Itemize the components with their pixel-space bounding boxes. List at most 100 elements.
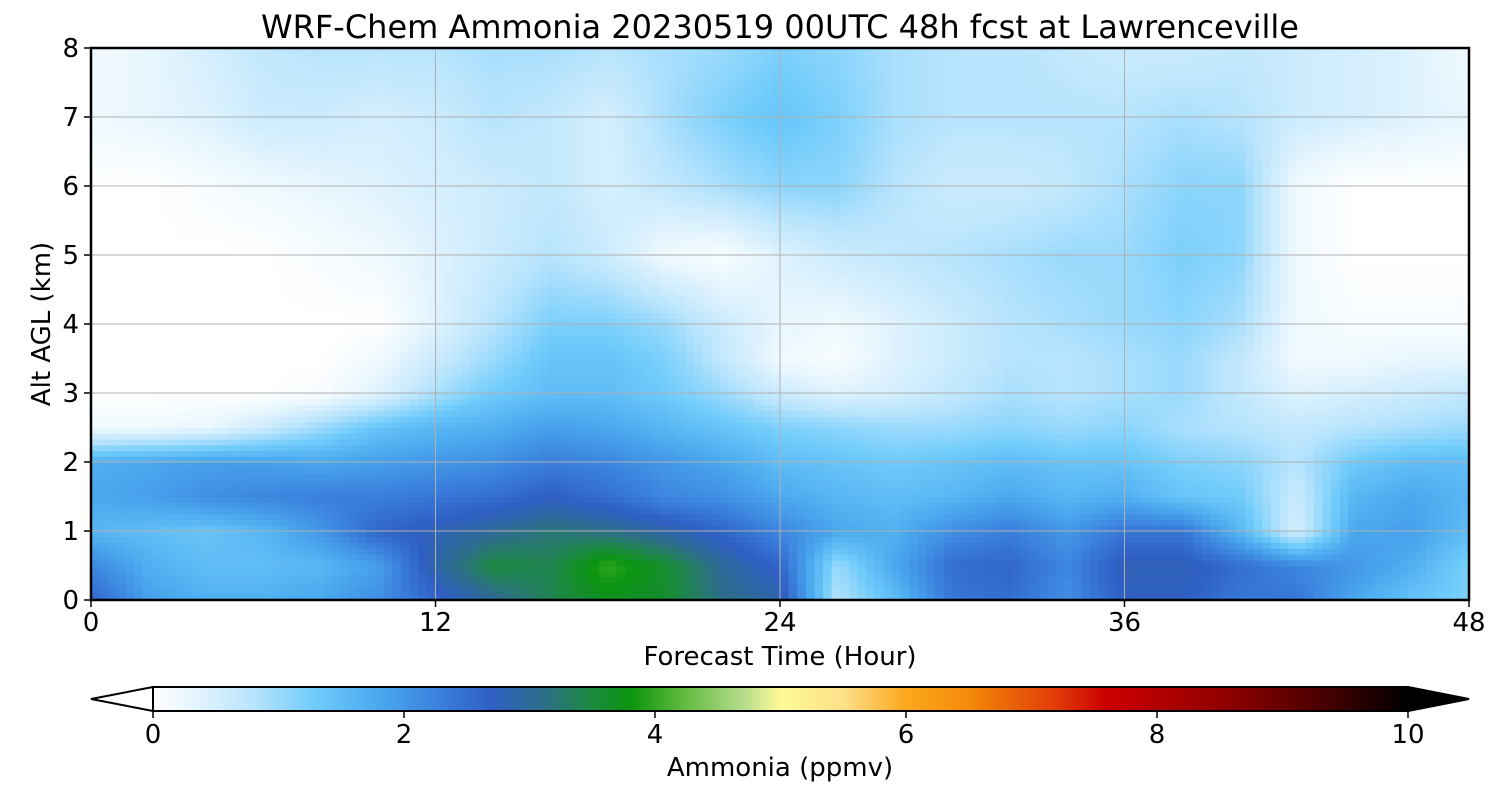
heatmap-cell — [401, 582, 411, 590]
heatmap-cell — [1184, 559, 1194, 567]
heatmap-cell — [676, 548, 686, 555]
heatmap-cell — [211, 548, 221, 555]
heatmap-cell — [366, 439, 376, 446]
heatmap-cell — [1038, 485, 1048, 492]
heatmap-cell — [513, 525, 523, 532]
heatmap-cell — [1150, 513, 1160, 521]
heatmap-cell — [340, 588, 350, 595]
heatmap-cell — [668, 559, 678, 567]
heatmap-cell — [1064, 554, 1074, 561]
heatmap-cell — [1141, 490, 1151, 498]
heatmap-cell — [1029, 559, 1039, 567]
heatmap-cell — [271, 450, 282, 457]
heatmap-cell — [332, 485, 342, 492]
heatmap-cell — [1210, 496, 1220, 503]
heatmap-cell — [1090, 439, 1100, 446]
heatmap-cell — [891, 582, 902, 590]
heatmap-cell — [1374, 577, 1384, 584]
heatmap-cell — [702, 502, 712, 509]
heatmap-cell — [1098, 588, 1108, 595]
heatmap-cell — [1227, 594, 1238, 600]
heatmap-cell — [960, 439, 971, 446]
heatmap-cell — [401, 571, 411, 578]
heatmap-cell — [831, 531, 841, 538]
heatmap-cell — [194, 433, 204, 440]
heatmap-cell — [547, 536, 557, 544]
heatmap-cell — [1210, 456, 1220, 463]
heatmap-cell — [151, 554, 161, 561]
heatmap-cell — [866, 421, 876, 429]
heatmap-cell — [728, 456, 738, 463]
heatmap-cell — [125, 427, 135, 434]
heatmap-cell — [254, 571, 264, 578]
heatmap-cell — [1090, 588, 1100, 595]
heatmap-cell — [823, 502, 833, 509]
heatmap-cell — [676, 554, 686, 561]
heatmap-cell — [1322, 439, 1332, 446]
heatmap-cell — [194, 531, 204, 538]
heatmap-cell — [1202, 508, 1212, 515]
heatmap-cell — [693, 467, 704, 475]
heatmap-cell — [418, 548, 428, 555]
heatmap-cell — [1339, 427, 1350, 434]
heatmap-cell — [254, 565, 264, 572]
heatmap-cell — [99, 421, 109, 429]
heatmap-cell — [357, 571, 368, 578]
heatmap-cell — [1391, 508, 1401, 515]
heatmap-cell — [228, 450, 239, 457]
heatmap-cell — [426, 577, 437, 584]
heatmap-cell — [1460, 548, 1469, 555]
heatmap-cell — [624, 439, 635, 446]
heatmap-cell — [780, 439, 790, 446]
heatmap-cell — [469, 525, 480, 532]
heatmap-cell — [1115, 531, 1126, 538]
heatmap-cell — [194, 444, 204, 452]
heatmap-cell — [323, 462, 333, 469]
heatmap-cell — [883, 456, 893, 463]
heatmap-cell — [1046, 536, 1057, 544]
heatmap-cell — [495, 456, 505, 463]
heatmap-cell — [1038, 508, 1048, 515]
heatmap-cell — [1270, 577, 1281, 584]
heatmap-cell — [1339, 571, 1350, 578]
heatmap-cell — [159, 508, 170, 515]
heatmap-cell — [633, 594, 643, 600]
heatmap-cell — [1029, 531, 1039, 538]
heatmap-cell — [624, 467, 635, 475]
heatmap-cell — [736, 513, 747, 521]
heatmap-cell — [185, 456, 195, 463]
heatmap-cell — [745, 588, 755, 595]
heatmap-cell — [1227, 439, 1238, 446]
heatmap-cell — [375, 536, 385, 544]
heatmap-cell — [693, 588, 704, 595]
heatmap-cell — [702, 559, 712, 567]
heatmap-cell — [573, 519, 583, 526]
heatmap-cell — [349, 421, 359, 429]
heatmap-cell — [1236, 525, 1246, 532]
heatmap-cell — [926, 525, 936, 532]
heatmap-cell — [220, 554, 230, 561]
heatmap-cell — [444, 554, 454, 561]
heatmap-cell — [1115, 519, 1126, 526]
heatmap-cell — [874, 467, 884, 475]
heatmap-cell — [1107, 559, 1117, 567]
heatmap-cell — [142, 479, 152, 486]
heatmap-cell — [332, 421, 342, 429]
heatmap-cell — [1081, 571, 1091, 578]
heatmap-cell — [900, 577, 910, 584]
heatmap-cell — [1227, 525, 1238, 532]
heatmap-cell — [1081, 462, 1091, 469]
heatmap-cell — [573, 525, 583, 532]
heatmap-cell — [513, 456, 523, 463]
heatmap-cell — [1236, 565, 1246, 572]
heatmap-cell — [151, 548, 161, 555]
heatmap-cell — [99, 588, 109, 595]
heatmap-cell — [461, 456, 471, 463]
heatmap-cell — [1202, 536, 1212, 544]
heatmap-cell — [797, 594, 807, 600]
heatmap-cell — [1202, 525, 1212, 532]
heatmap-cell — [745, 519, 755, 526]
heatmap-cell — [1348, 525, 1358, 532]
heatmap-cell — [366, 433, 376, 440]
heatmap-cell — [495, 571, 505, 578]
